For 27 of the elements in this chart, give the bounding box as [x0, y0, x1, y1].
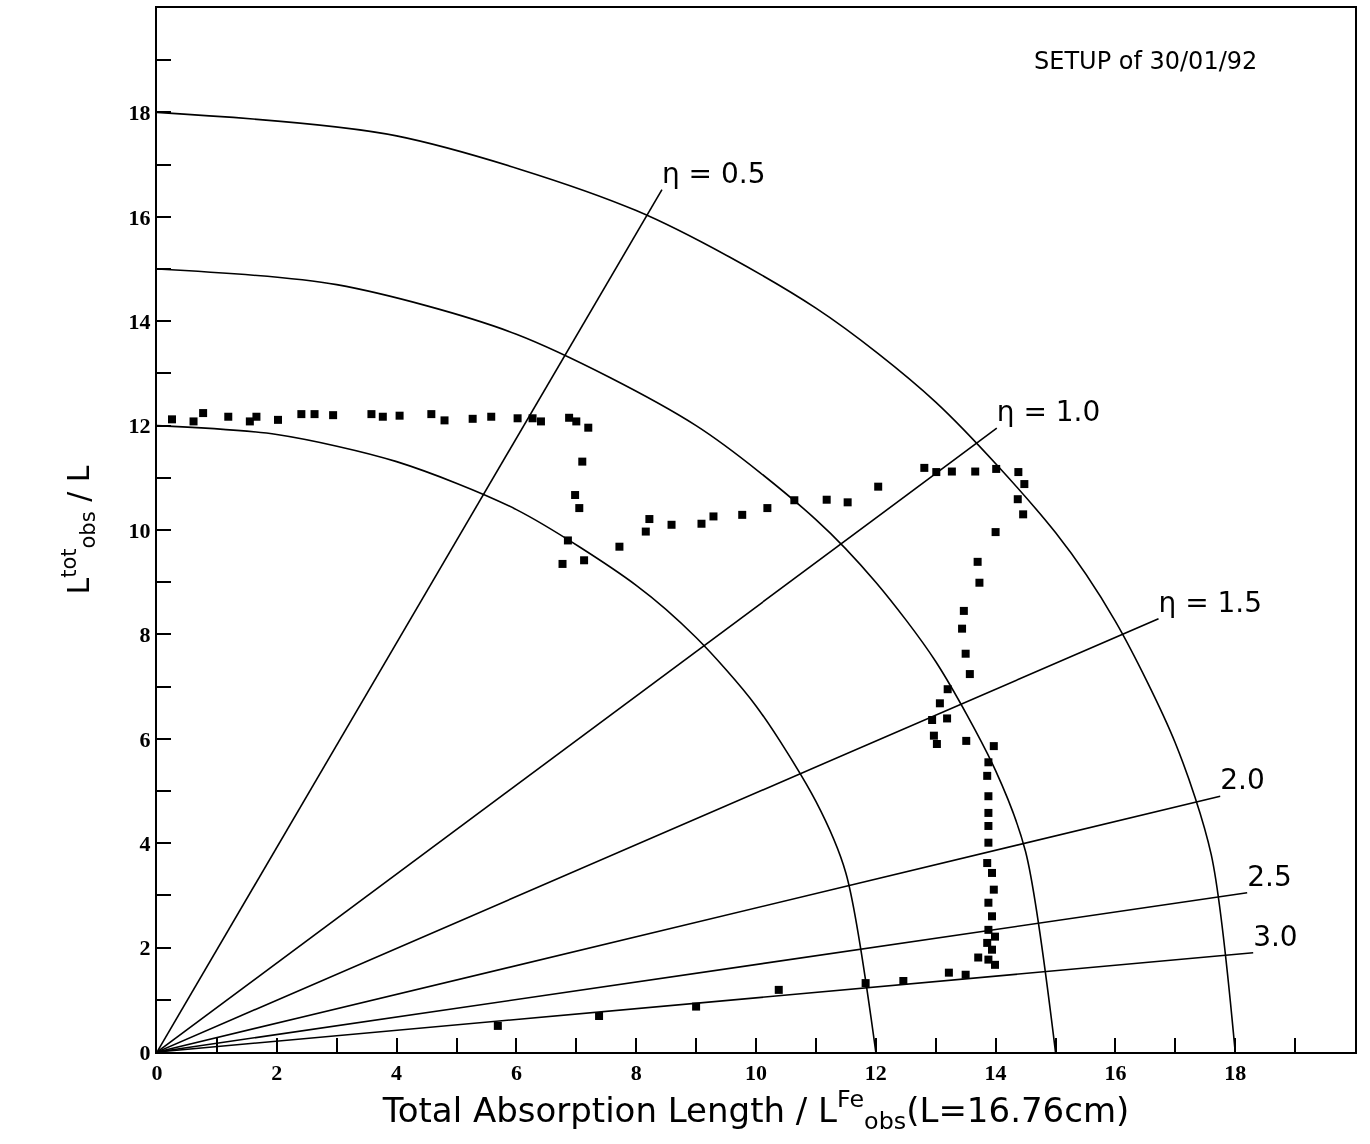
y-tick-label: 4: [139, 830, 151, 856]
y-tick-label: 2: [139, 935, 151, 961]
y-tick-label: 0: [139, 1039, 151, 1065]
y-tick-label: 12: [128, 413, 151, 439]
series-label: η = 0.5: [661, 156, 766, 190]
series-label: η = 1.0: [996, 395, 1101, 429]
x-tick-label: 12: [864, 1060, 887, 1086]
x-tick-label: 10: [745, 1060, 767, 1086]
x-axis-title: Total Absorption Length / L$^{Fe}$$_{obs}$(L=16.76cm): [381, 1085, 1130, 1135]
x-tick-label: 16: [1104, 1060, 1127, 1086]
series-label: 2.0: [1220, 763, 1265, 797]
x-tick-label: 8: [630, 1060, 642, 1086]
annotation: SETUP of 30/01/92: [1034, 47, 1258, 75]
y-tick-label: 18: [128, 100, 151, 126]
y-tick-label: 8: [139, 622, 151, 648]
series-label: 3.0: [1253, 919, 1298, 953]
y-tick-label: 6: [139, 726, 151, 752]
x-tick-label: 6: [510, 1060, 522, 1086]
y-tick-label: 16: [128, 204, 151, 230]
x-tick-label: 18: [1224, 1060, 1247, 1086]
x-tick-label: 4: [391, 1060, 403, 1086]
x-tick-label: 14: [984, 1060, 1007, 1086]
x-tick-label: 2: [271, 1060, 283, 1086]
y-tick-label: 14: [128, 308, 151, 334]
series-label: η = 1.5: [1158, 585, 1263, 619]
y-tick-label: 10: [128, 517, 151, 543]
series-label: 2.5: [1247, 859, 1292, 893]
